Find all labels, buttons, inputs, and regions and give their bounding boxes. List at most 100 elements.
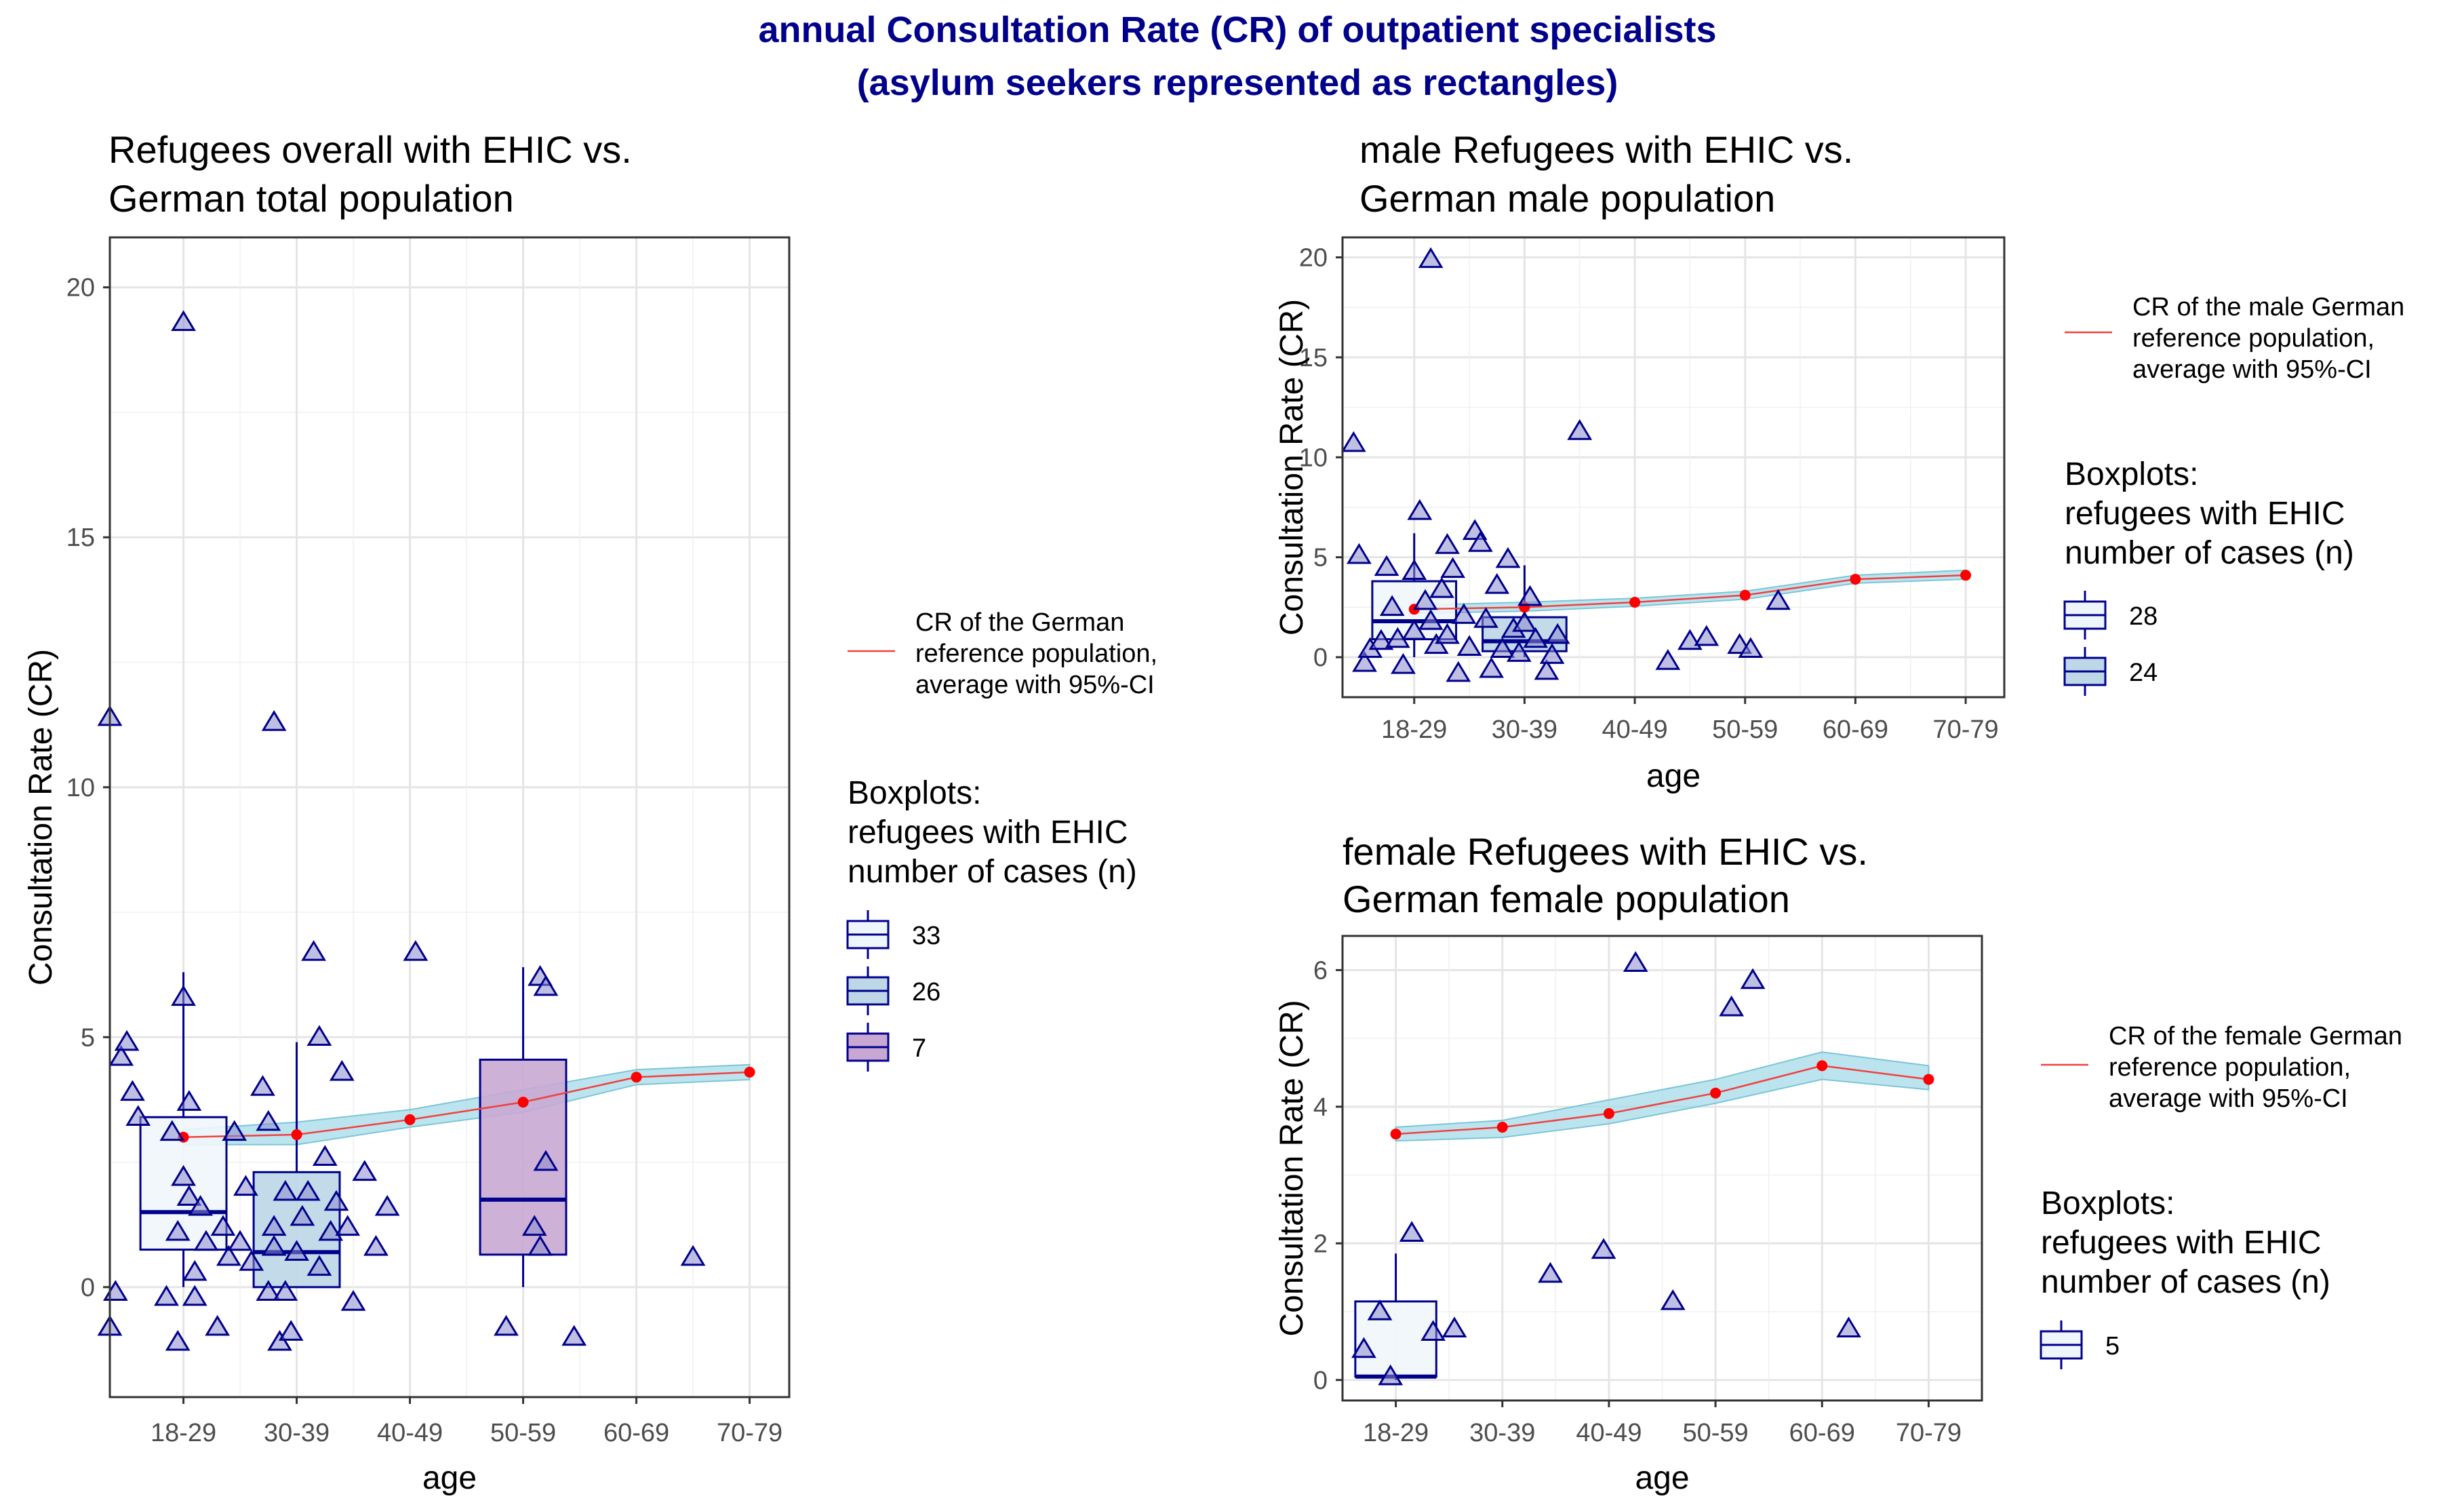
triangle-point: [1538, 1261, 1563, 1283]
legend-boxplots-title-line1: Boxplots:: [848, 775, 981, 811]
triangle-point: [1367, 1299, 1393, 1320]
female-plot-border: [1341, 935, 1983, 1402]
triangle-point: [205, 1314, 231, 1336]
triangle-point: [165, 1330, 191, 1351]
triangle-point: [290, 1204, 315, 1226]
female-y-tick-label: 0: [1313, 1367, 1328, 1395]
overall-panel: Refugees overall with EHIC vs. German to…: [23, 128, 1157, 1496]
triangle-point: [335, 1215, 361, 1236]
triangle-point: [284, 1240, 309, 1261]
female-x-tick-label: 30-39: [1469, 1419, 1535, 1447]
male-x-tick-label: 30-39: [1492, 716, 1557, 744]
male-x-tick-label: 40-49: [1602, 716, 1667, 744]
male-reference-point: [1629, 596, 1641, 608]
male-title-line1: male Refugees with EHIC vs.: [1359, 128, 1853, 171]
triangle-point: [1567, 419, 1593, 440]
male-y-tick-label: 0: [1313, 644, 1328, 672]
triangle-point: [188, 1194, 213, 1216]
overall-title-line1: Refugees overall with EHIC vs.: [108, 128, 632, 171]
triangle-point: [193, 1230, 219, 1251]
triangle-point: [273, 1280, 298, 1301]
female-reference-line: [1395, 1065, 1929, 1135]
triangle-point: [182, 1285, 207, 1306]
male-x-axis-label: age: [1646, 758, 1701, 794]
overall-legend: CR of the German reference population, a…: [846, 608, 1157, 1072]
triangle-point: [680, 1245, 706, 1266]
triangle-point: [1407, 498, 1433, 520]
triangle-point: [301, 940, 326, 961]
female-reference-point: [1923, 1074, 1934, 1085]
figure-title-line2: (asylum seekers represented as rectangle…: [857, 62, 1618, 103]
female-x-axis-label: age: [1635, 1460, 1689, 1496]
triangle-point: [1694, 625, 1720, 646]
triangle-point: [1446, 661, 1471, 682]
legend-box-n-label: 33: [912, 922, 940, 950]
triangle-point: [125, 1105, 151, 1126]
overall-y-tick-label: 0: [81, 1274, 95, 1302]
female-y-tick-label: 4: [1313, 1093, 1328, 1122]
overall-reference-point: [744, 1066, 755, 1078]
triangle-point: [1523, 627, 1549, 648]
female-y-tick-label: 2: [1313, 1230, 1328, 1258]
female-individual-points: [1351, 951, 1861, 1386]
legend-boxplots-title-line3: number of cases (n): [2065, 535, 2354, 571]
triangle-point: [239, 1250, 264, 1271]
overall-reference-point: [517, 1097, 529, 1108]
female-y-axis-label: Consultation Rate (CR): [1274, 1000, 1310, 1336]
triangle-point: [306, 1255, 332, 1276]
female-reference-ci-band: [1395, 1051, 1930, 1142]
female-legend: CR of the female German reference popula…: [2040, 1022, 2402, 1369]
triangle-point: [1479, 656, 1504, 678]
female-reference-point: [1710, 1087, 1722, 1099]
triangle-point: [1655, 649, 1681, 670]
legend-boxplots-title-line3: number of cases (n): [848, 854, 1137, 890]
male-reference-point: [1850, 574, 1861, 585]
overall-y-tick-label: 15: [66, 524, 95, 552]
triangle-point: [1418, 609, 1444, 630]
triangle-point: [171, 985, 196, 1006]
triangle-point: [363, 1234, 389, 1256]
female-reference-point: [1496, 1122, 1508, 1133]
triangle-point: [1435, 623, 1460, 644]
triangle-point: [165, 1219, 191, 1241]
triangle-point: [1740, 968, 1766, 989]
female-x-tick-label: 60-69: [1789, 1419, 1855, 1447]
triangle-point: [1368, 629, 1394, 650]
triangle-point: [1539, 643, 1565, 664]
overall-y-tick-label: 5: [81, 1023, 95, 1052]
triangle-point: [533, 975, 559, 996]
male-y-tick-label: 10: [1299, 444, 1328, 472]
overall-reference-point: [404, 1114, 416, 1125]
legend-reference-label-line1: CR of the male German: [2132, 293, 2404, 321]
triangle-point: [261, 1234, 287, 1256]
triangle-point: [154, 1285, 179, 1306]
triangle-point: [494, 1314, 519, 1336]
triangle-point: [561, 1325, 587, 1346]
triangle-point: [171, 1164, 196, 1186]
overall-boxplot-50-59: [479, 967, 568, 1287]
triangle-point: [1374, 555, 1399, 576]
triangle-point: [261, 710, 287, 731]
legend-box-n-label: 7: [912, 1034, 926, 1063]
legend-box-n-label: 5: [2105, 1332, 2120, 1360]
triangle-point: [374, 1194, 400, 1216]
triangle-point: [256, 1280, 281, 1301]
triangle-point: [1836, 1316, 1861, 1337]
female-reference-point: [1603, 1108, 1614, 1119]
triangle-point: [227, 1230, 253, 1251]
triangle-point: [1402, 619, 1427, 640]
legend-reference-label-line3: average with 95%-CI: [2132, 355, 2372, 384]
triangle-point: [114, 1030, 140, 1051]
female-x-tick-label: 50-59: [1682, 1419, 1748, 1447]
triangle-point: [306, 1025, 332, 1046]
male-y-tick-label: 15: [1299, 344, 1328, 372]
male-plot-border: [1341, 236, 2006, 699]
male-legend: CR of the male German reference populati…: [2063, 293, 2404, 696]
triangle-point: [1545, 623, 1570, 644]
triangle-point: [352, 1160, 378, 1181]
legend-boxplots-title-line1: Boxplots:: [2065, 456, 2198, 492]
triangle-point: [233, 1175, 258, 1196]
legend-boxplots-title-line2: refugees with EHIC: [2065, 496, 2345, 532]
triangle-point: [1517, 585, 1543, 606]
